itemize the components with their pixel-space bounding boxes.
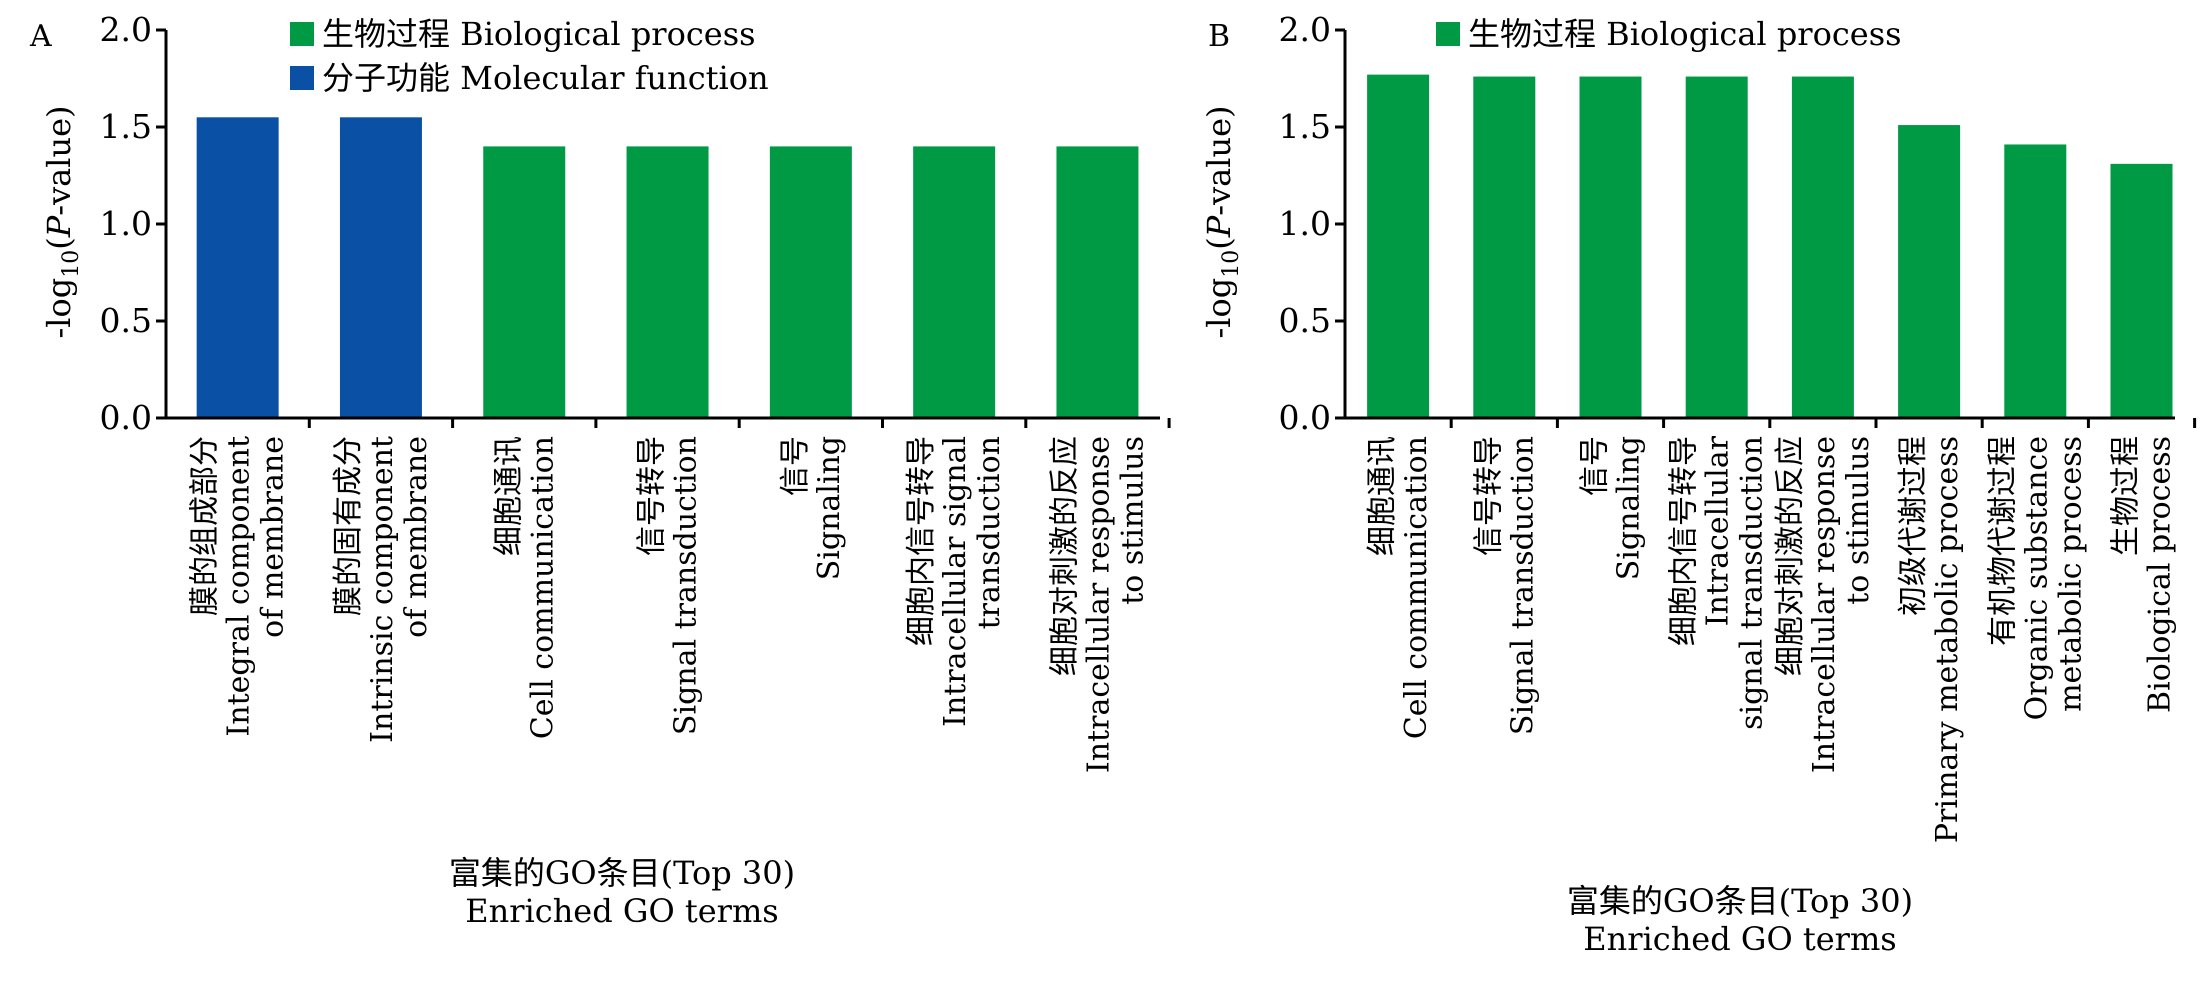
y-tick-label: 0.5: [100, 301, 152, 340]
y-axis-title: -log10(P-value): [40, 105, 84, 338]
x-tick-label: Biological process: [2143, 436, 2178, 713]
x-axis-title: 富集的GO条目(Top 30): [449, 854, 795, 892]
x-tick-label: signal transduction: [1735, 436, 1770, 730]
legend-label: 生物过程 Biological process: [1468, 15, 1902, 53]
x-tick-label: Signal transduction: [669, 436, 704, 735]
x-tick-label: Organic substance: [2019, 436, 2054, 720]
x-tick-label: to stimulus: [1115, 436, 1150, 605]
y-tick-label: 1.5: [100, 107, 152, 146]
y-axis-title-part: -log: [1200, 278, 1238, 339]
bar: [339, 117, 422, 419]
x-tick-label: transduction: [972, 436, 1007, 629]
x-tick-label: 细胞内信号转导: [904, 436, 939, 646]
x-tick-label: Primary metabolic process: [1930, 436, 1965, 843]
y-axis-title-part: (: [1200, 237, 1238, 249]
x-tick-label: Signaling: [1612, 436, 1647, 580]
x-tick-label: 初级代谢过程: [1896, 436, 1931, 616]
x-tick-label: 有机物代谢过程: [1985, 436, 2020, 646]
x-tick-label: Intracellular signal: [938, 436, 973, 727]
y-axis-title-part: -value): [40, 105, 78, 215]
x-tick-label: metabolic process: [2053, 436, 2088, 712]
y-tick-label: 2.0: [1279, 10, 1331, 49]
x-axis-title: Enriched GO terms: [465, 892, 778, 930]
x-tick-label: 细胞对刺激的反应: [1047, 436, 1082, 676]
bar: [2004, 144, 2067, 418]
bar: [1367, 74, 1430, 419]
bar: [769, 146, 852, 418]
panel-letter: A: [29, 19, 52, 54]
bar: [1898, 125, 1961, 418]
panel-a: A 0.0 0.5 1.0 1.5 2.0 膜的组成部分 Integral component…: [29, 10, 1171, 930]
x-axis-title: Enriched GO terms: [1583, 920, 1896, 958]
bar: [1579, 76, 1642, 418]
x-tick-label: 膜的组成部分: [188, 436, 223, 616]
legend-swatch: [290, 22, 314, 46]
y-tick-label: 0.5: [1279, 301, 1331, 340]
panel-b: B 0.0 0.5 1.0 1.5 2.0 细胞通讯 Cell communication 信号…: [1200, 10, 2197, 958]
x-tick-label: of membrane: [399, 436, 434, 638]
legend-label: 生物过程 Biological process: [322, 15, 756, 53]
x-tick-label: 细胞通讯: [1365, 436, 1400, 556]
x-tick-label: 细胞通讯: [491, 436, 526, 556]
x-tick-label: Cell communication: [525, 436, 560, 739]
bar: [626, 146, 709, 418]
y-tick-label: 2.0: [100, 10, 152, 49]
y-axis-title: -log10(P-value): [1200, 105, 1244, 338]
y-tick-label: 1.0: [1279, 204, 1331, 243]
x-tick-label: Signaling: [812, 436, 847, 580]
x-tick-label: 信号: [1578, 436, 1613, 496]
x-tick-label: 生物过程: [2109, 436, 2144, 556]
legend-label: 分子功能 Molecular function: [322, 59, 769, 97]
panel-letter: B: [1208, 19, 1230, 54]
bar: [1791, 76, 1854, 418]
bar: [2110, 163, 2173, 418]
x-tick-label: Intracellular: [1701, 435, 1736, 626]
y-tick-label: 1.5: [1279, 107, 1331, 146]
x-tick-label: 信号转导: [635, 436, 670, 556]
x-tick-label: Integral component: [222, 436, 257, 737]
x-tick-label: Intracellular response: [1807, 436, 1842, 773]
y-axis-title-italic: P: [40, 215, 78, 238]
y-axis-title-part: -value): [1200, 105, 1238, 215]
y-axis-title-subscript: 10: [1219, 250, 1244, 278]
x-tick-label: 细胞对刺激的反应: [1773, 436, 1808, 676]
y-axis-title-part: -log: [40, 278, 78, 339]
y-axis-title-subscript: 10: [59, 250, 84, 278]
bar: [196, 117, 279, 419]
y-tick-label: 0.0: [1279, 398, 1331, 437]
legend-swatch: [1436, 22, 1460, 46]
legend-swatch: [290, 66, 314, 90]
bar: [1056, 146, 1139, 418]
x-tick-label: of membrane: [256, 436, 291, 638]
x-tick-label: Cell communication: [1399, 436, 1434, 739]
y-tick-label: 0.0: [100, 398, 152, 437]
bar: [1473, 76, 1536, 418]
y-tick-label: 1.0: [100, 204, 152, 243]
x-tick-label: 膜的固有成分: [331, 436, 366, 616]
bar: [913, 146, 996, 418]
x-tick-label: to stimulus: [1841, 436, 1876, 605]
x-tick-label: Intracellular response: [1081, 436, 1116, 773]
x-tick-label: Intrinsic component: [365, 436, 400, 743]
x-tick-label: 信号: [778, 436, 813, 496]
y-axis-title-part: (: [40, 237, 78, 249]
bar: [1685, 76, 1748, 418]
y-axis-title-italic: P: [1200, 215, 1238, 238]
x-tick-label: 信号转导: [1471, 436, 1506, 556]
x-tick-label: Signal transduction: [1505, 436, 1540, 735]
x-tick-label: 细胞内信号转导: [1667, 436, 1702, 646]
x-axis-title: 富集的GO条目(Top 30): [1567, 882, 1913, 920]
bar: [483, 146, 566, 418]
